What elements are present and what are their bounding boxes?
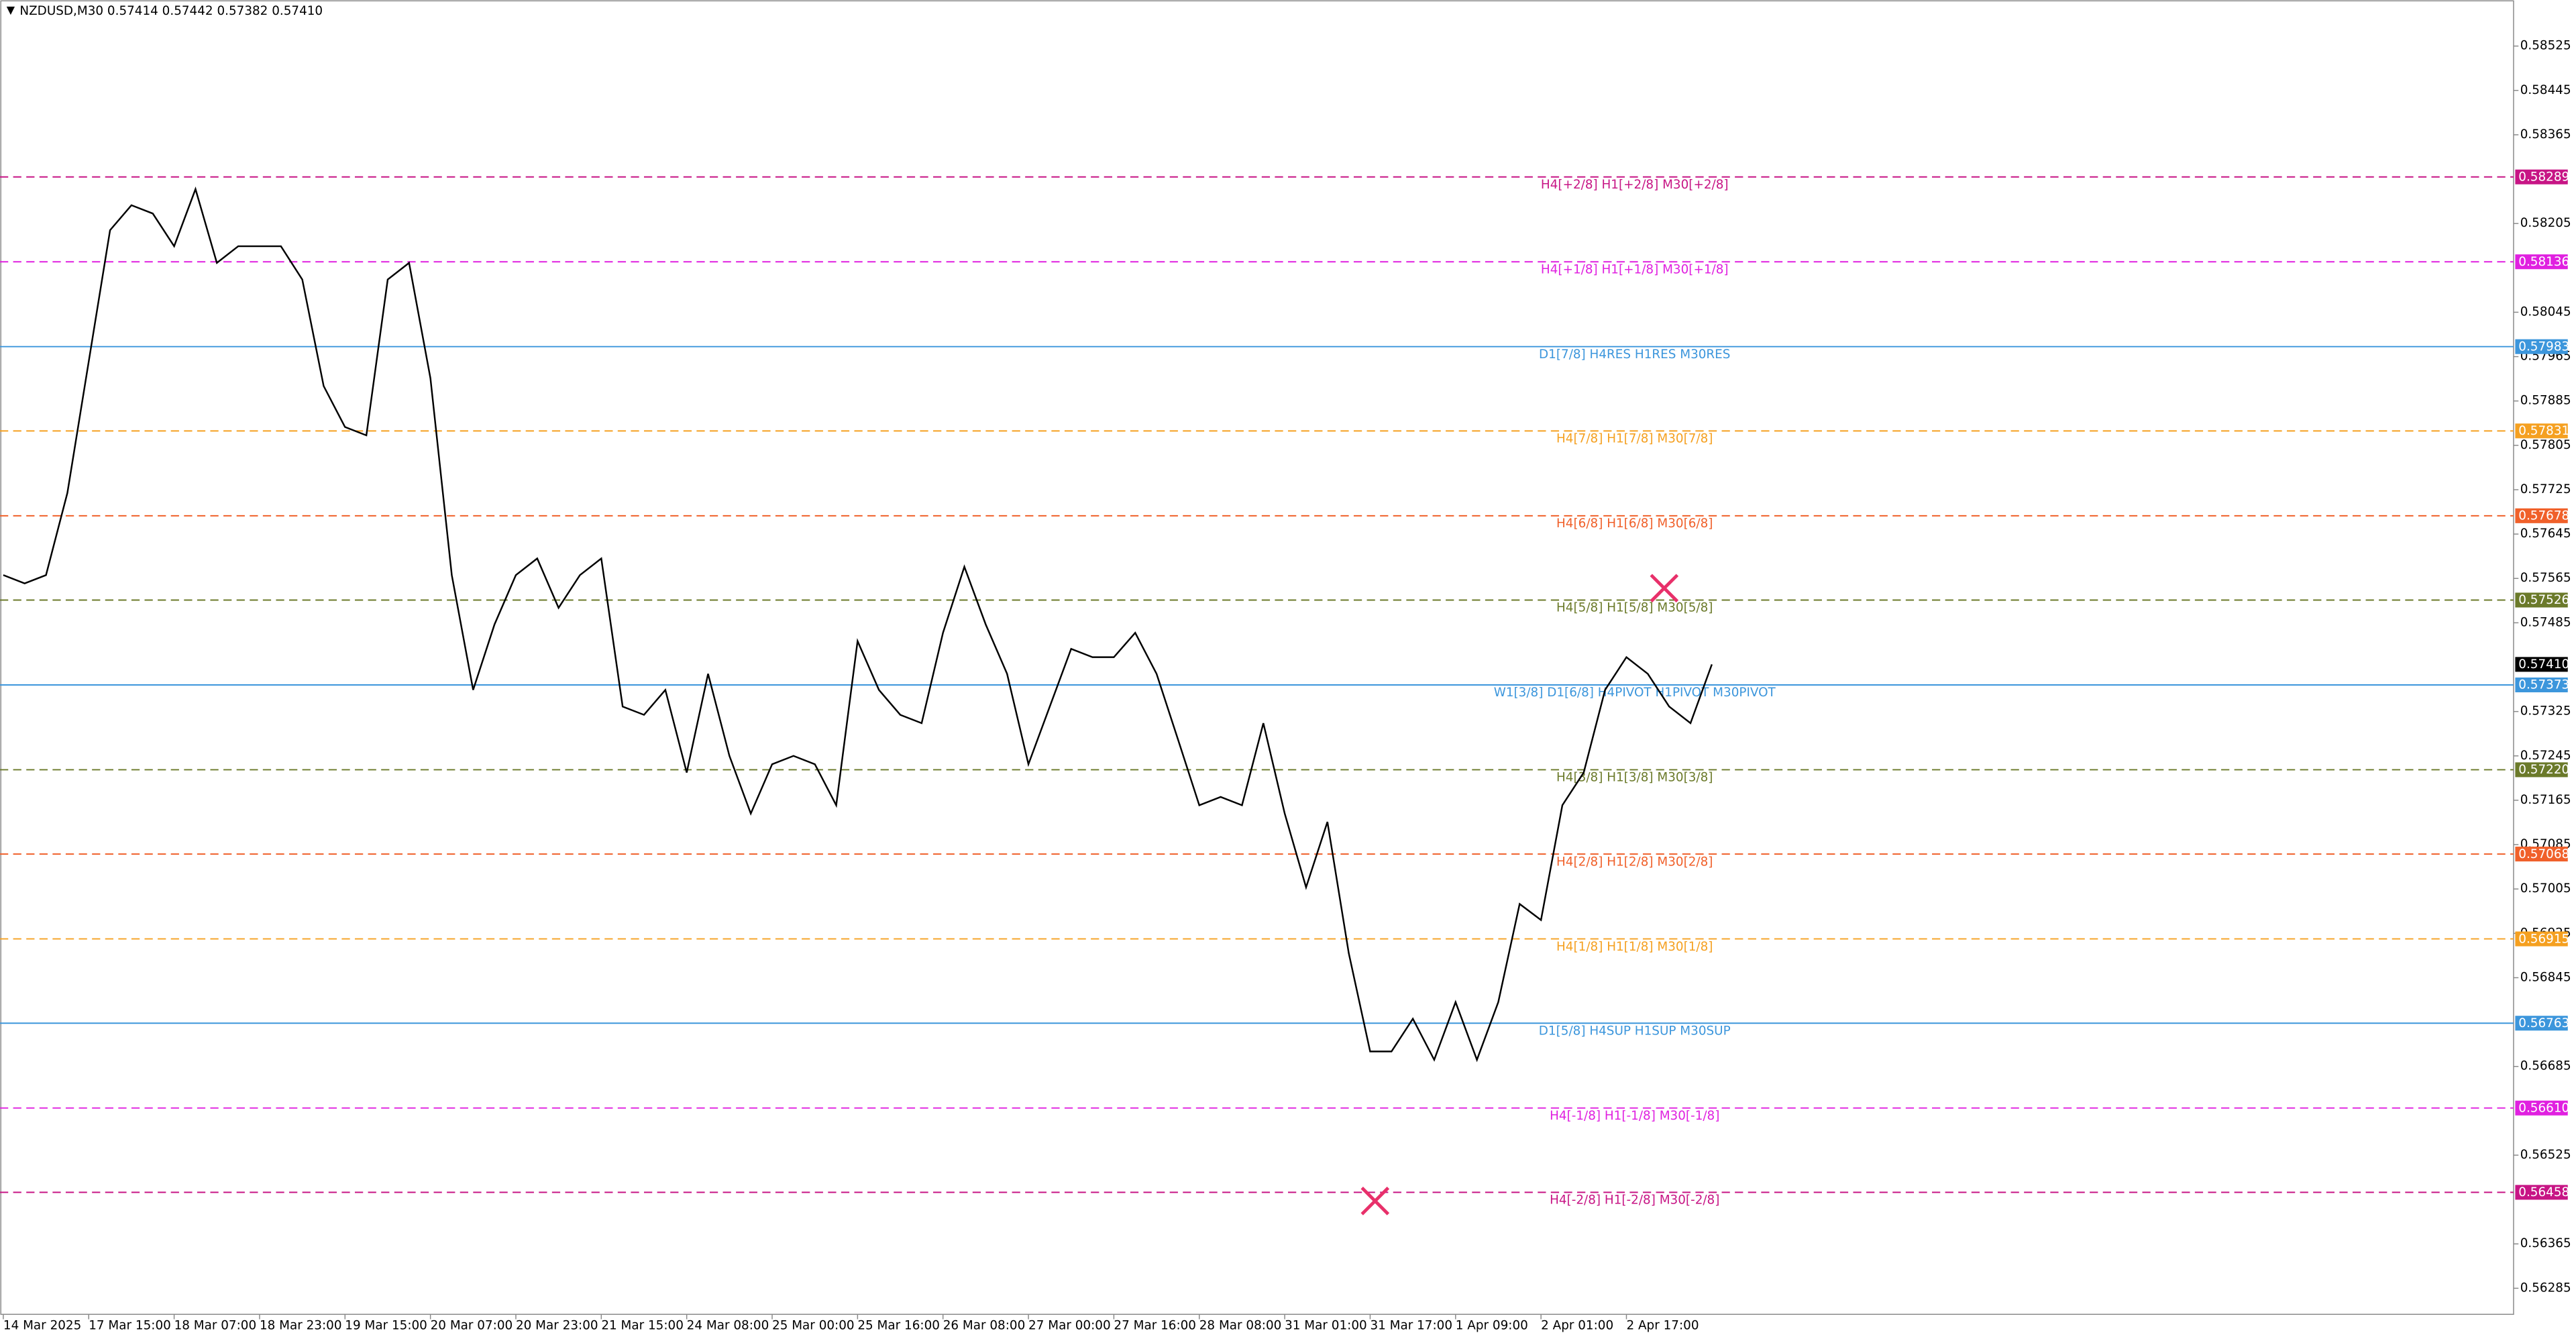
y-tick-label: 0.57885 xyxy=(2520,394,2571,408)
y-tick-label: 0.57485 xyxy=(2520,615,2571,629)
level-label: H4[-2/8] H1[-2/8] M30[-2/8] xyxy=(1550,1193,1719,1208)
level-label: W1[3/8] D1[6/8] H4PIVOT H1PIVOT M30PIVOT xyxy=(1494,686,1776,700)
level-price-label: 0.58289 xyxy=(2518,170,2569,184)
level-label: H4[6/8] H1[6/8] M30[6/8] xyxy=(1556,517,1713,531)
y-tick-label: 0.57805 xyxy=(2520,438,2571,452)
y-tick-label: 0.57165 xyxy=(2520,793,2571,807)
level-price-box xyxy=(2515,508,2568,523)
level-price-label: 0.56458 xyxy=(2518,1185,2569,1199)
x-tick-label: 20 Mar 23:00 xyxy=(516,1318,598,1332)
y-tick-label: 0.58365 xyxy=(2520,127,2571,142)
x-tick-label: 20 Mar 07:00 xyxy=(431,1318,513,1332)
y-tick-label: 0.57325 xyxy=(2520,704,2571,718)
level-label: H4[7/8] H1[7/8] M30[7/8] xyxy=(1556,432,1713,446)
x-tick-label: 27 Mar 16:00 xyxy=(1114,1318,1196,1332)
level-price-box xyxy=(2515,1185,2568,1200)
level-price-label: 0.57526 xyxy=(2518,593,2569,607)
y-tick-label: 0.56365 xyxy=(2520,1236,2571,1250)
y-tick-label: 0.58045 xyxy=(2520,305,2571,319)
level-price-label: 0.58136 xyxy=(2518,255,2569,269)
level-price-label: 0.56915 xyxy=(2518,932,2569,946)
y-tick-label: 0.57645 xyxy=(2520,527,2571,541)
signal-marker xyxy=(1360,1186,1390,1216)
level-price-box xyxy=(2515,762,2568,778)
level-price-box xyxy=(2515,847,2568,862)
plot-frame xyxy=(0,0,2514,1315)
y-tick-label: 0.56845 xyxy=(2520,970,2571,984)
x-tick-label: 24 Mar 08:00 xyxy=(687,1318,769,1332)
level-label: D1[5/8] H4SUP H1SUP M30SUP xyxy=(1539,1024,1731,1038)
y-tick-label: 0.57005 xyxy=(2520,881,2571,896)
signal-marker xyxy=(1650,574,1679,603)
level-price-box xyxy=(2515,1016,2568,1031)
x-tick-label: 31 Mar 17:00 xyxy=(1370,1318,1452,1332)
level-label: H4[1/8] H1[1/8] M30[1/8] xyxy=(1556,940,1713,954)
y-tick-label: 0.58445 xyxy=(2520,83,2571,97)
level-label: H4[-1/8] H1[-1/8] M30[-1/8] xyxy=(1550,1109,1719,1123)
price-line xyxy=(3,186,1713,1063)
level-label: H4[5/8] H1[5/8] M30[5/8] xyxy=(1556,601,1713,615)
y-tick-label: 0.58205 xyxy=(2520,216,2571,230)
level-price-label: 0.57373 xyxy=(2518,678,2569,692)
x-tick-label: 14 Mar 2025 xyxy=(3,1318,81,1332)
level-price-label: 0.57983 xyxy=(2518,339,2569,354)
level-price-box xyxy=(2515,423,2568,439)
levels: H4[+2/8] H1[+2/8] M30[+2/8] H4[+1/8] H1[+… xyxy=(0,176,2514,1208)
y-tick-label: 0.57245 xyxy=(2520,749,2571,763)
level-price-box xyxy=(2515,677,2568,692)
x-tick-label: 25 Mar 00:00 xyxy=(772,1318,855,1332)
level-price-label: 0.56610 xyxy=(2518,1101,2569,1115)
level-label: H4[3/8] H1[3/8] M30[3/8] xyxy=(1556,771,1713,785)
x-tick-label: 18 Mar 07:00 xyxy=(174,1318,257,1332)
x-tick-label: 17 Mar 15:00 xyxy=(89,1318,171,1332)
level-label: D1[7/8] H4RES H1RES M30RES xyxy=(1539,347,1730,362)
level-label: H4[+2/8] H1[+2/8] M30[+2/8] xyxy=(1541,178,1729,192)
x-tick-label: 27 Mar 00:00 xyxy=(1028,1318,1111,1332)
y-tick-label: 0.58525 xyxy=(2520,39,2571,53)
level-price-box xyxy=(2515,1100,2568,1116)
axes: 0.58525 0.58445 0.58365 0.58205 0.58045 0.579… xyxy=(3,39,2571,1332)
level-price-label: 0.57678 xyxy=(2518,509,2569,523)
level-price-label: 0.56763 xyxy=(2518,1016,2569,1030)
x-tick-label: 18 Mar 23:00 xyxy=(260,1318,342,1332)
level-price-label: 0.57220 xyxy=(2518,763,2569,777)
level-price-box xyxy=(2515,169,2568,184)
x-tick-label: 31 Mar 01:00 xyxy=(1285,1318,1367,1332)
level-label: H4[2/8] H1[2/8] M30[2/8] xyxy=(1556,855,1713,869)
level-price-box xyxy=(2515,931,2568,947)
level-label: H4[+1/8] H1[+1/8] M30[+1/8] xyxy=(1541,262,1729,276)
x-tick-label: 26 Mar 08:00 xyxy=(943,1318,1026,1332)
x-tick-label: 28 Mar 08:00 xyxy=(1199,1318,1282,1332)
y-tick-label: 0.56685 xyxy=(2520,1059,2571,1073)
level-price-label: 0.57068 xyxy=(2518,847,2569,861)
price-layer xyxy=(3,186,1713,1063)
x-tick-label: 25 Mar 16:00 xyxy=(857,1318,940,1332)
level-price-label: 0.57831 xyxy=(2518,424,2569,438)
x-tick-label: 2 Apr 17:00 xyxy=(1626,1318,1699,1332)
y-tick-label: 0.56525 xyxy=(2520,1148,2571,1162)
x-tick-label: 21 Mar 15:00 xyxy=(601,1318,684,1332)
y-tick-label: 0.57725 xyxy=(2520,482,2571,496)
level-price-box xyxy=(2515,254,2568,270)
level-price-box xyxy=(2515,339,2568,354)
last-price-box xyxy=(2515,657,2568,672)
chart-title: NZDUSD,M30 0.57414 0.57442 0.57382 0.574… xyxy=(19,4,323,18)
y-tick-label: 0.57565 xyxy=(2520,571,2571,585)
menu-arrow[interactable] xyxy=(6,6,15,15)
last-price-label: 0.57410 xyxy=(2518,657,2569,672)
x-tick-label: 2 Apr 01:00 xyxy=(1541,1318,1613,1332)
y-tick-label: 0.56285 xyxy=(2520,1281,2571,1295)
x-tick-label: 19 Mar 15:00 xyxy=(345,1318,427,1332)
x-tick-label: 1 Apr 09:00 xyxy=(1456,1318,1528,1332)
level-price-box xyxy=(2515,592,2568,608)
